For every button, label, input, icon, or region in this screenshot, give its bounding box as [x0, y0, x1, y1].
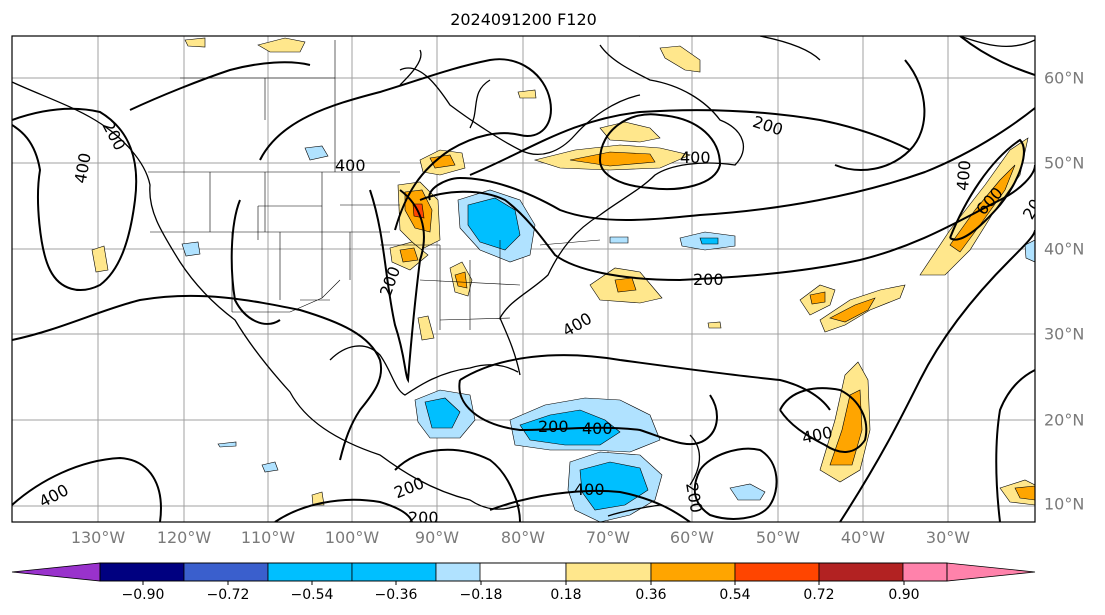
colorbar-extend-low [11, 562, 101, 582]
contour-label: 200 [408, 508, 439, 527]
contour-label: 200 [391, 473, 426, 502]
gridlines [12, 36, 1035, 522]
colorbar-tick-label: 0.36 [635, 587, 667, 603]
height-contours [12, 36, 1035, 522]
colorbar-bin [351, 562, 437, 582]
colorbar-tick-label: −0.36 [374, 587, 418, 603]
lat-label: 40°N [1044, 239, 1085, 259]
lat-label: 10°N [1044, 494, 1085, 514]
colorbar-bin [902, 562, 948, 582]
colorbar-bin [183, 562, 269, 582]
lat-label: 30°N [1044, 324, 1085, 344]
lon-label: 100°W [324, 528, 380, 547]
state-borders [148, 40, 601, 330]
colorbar-bin [99, 562, 185, 582]
colorbar [11, 562, 1036, 585]
contour-label: 400 [559, 309, 595, 341]
lon-label: 120°W [156, 528, 212, 547]
shading-warm [91, 37, 1035, 506]
contour-label: 200 [538, 417, 569, 436]
colorbar-tick-label: 0.72 [803, 587, 835, 603]
map-title: 2024091200 F120 [450, 10, 597, 29]
lon-label: 130°W [70, 528, 126, 547]
colorbar-bin [818, 562, 904, 582]
contour-label: 400 [680, 148, 711, 167]
contour-labels: 200 400 400 200 400 200 400 200 400 600 … [36, 112, 1046, 527]
colorbar-tick-label: −0.90 [121, 587, 165, 603]
colorbar-tick-label: −0.18 [459, 587, 503, 603]
colorbar-bin [267, 562, 353, 582]
lon-label: 40°W [840, 528, 886, 547]
lon-label: 110°W [240, 528, 296, 547]
colorbar-bin [650, 562, 736, 582]
contour-label: 200 [693, 270, 724, 289]
contour-label: 400 [582, 419, 613, 438]
contour-label: 400 [953, 159, 975, 191]
colorbar-extend-high [946, 562, 1036, 582]
colorbar-tick-label: 0.90 [888, 587, 920, 603]
colorbar-bin [734, 562, 820, 582]
colorbar-bin [479, 562, 567, 582]
contour-label: 200 [98, 118, 129, 154]
colorbar-tick-label: −0.54 [290, 587, 334, 603]
colorbar-tick-label: 0.18 [550, 587, 582, 603]
lon-label: 80°W [500, 528, 546, 547]
colorbar-bin [565, 562, 652, 582]
colorbar-tick-label: −0.72 [206, 587, 250, 603]
colorbar-tick-label: 0.54 [719, 587, 751, 603]
contour-label: 400 [574, 480, 605, 499]
lon-label: 60°W [669, 528, 715, 547]
contour-label: 200 [682, 481, 706, 514]
contour-label: 200 [750, 112, 785, 140]
coastlines [12, 36, 1035, 517]
lon-label: 50°W [755, 528, 801, 547]
contour-label: 400 [335, 156, 366, 175]
contour-label: 400 [71, 151, 95, 184]
lat-label: 20°N [1044, 410, 1085, 430]
lon-label: 70°W [585, 528, 631, 547]
contour-label: 20 [1019, 196, 1046, 223]
contour-label: 400 [36, 480, 72, 511]
map-frame [11, 35, 1036, 523]
contour-label: 200 [376, 264, 404, 299]
lat-label: 50°N [1044, 153, 1085, 173]
lon-label: 30°W [925, 528, 971, 547]
lon-label: 90°W [414, 528, 460, 547]
lat-label: 60°N [1044, 68, 1085, 88]
